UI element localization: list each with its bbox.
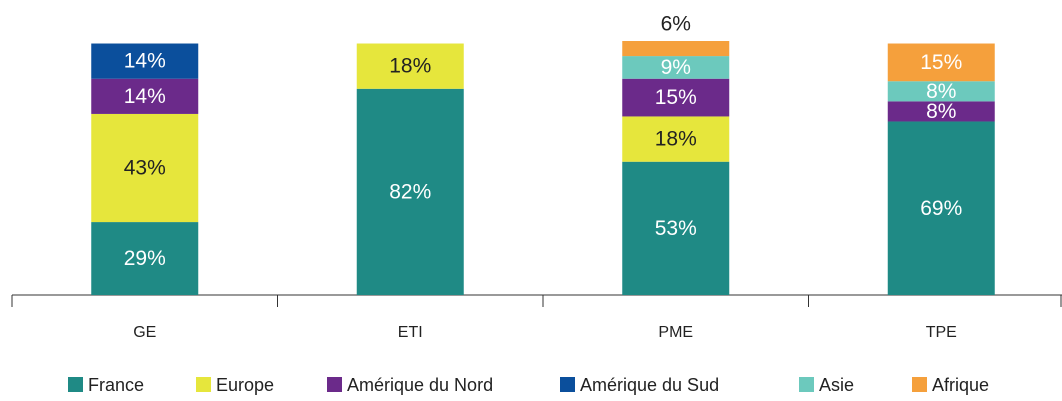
bar-segment [887, 121, 995, 295]
legend-label: Europe [216, 375, 274, 395]
data-label: 18% [389, 55, 431, 78]
x-tick-label: ETI [398, 324, 423, 341]
data-label: 69% [920, 197, 962, 220]
legend-label: Amérique du Sud [580, 375, 719, 395]
bar-segment [91, 78, 199, 114]
data-label: 29% [124, 247, 166, 270]
data-label: 8% [926, 80, 956, 103]
data-label: 14% [124, 85, 166, 108]
legend-swatch [560, 377, 575, 392]
bar-segment [356, 88, 464, 295]
data-label: 14% [124, 50, 166, 73]
legend-label: Afrique [932, 375, 989, 395]
legend-swatch [327, 377, 342, 392]
x-tick-label: GE [133, 324, 156, 341]
bar-segment [622, 78, 730, 117]
legend-label: France [88, 375, 144, 395]
bar-segment [91, 43, 199, 79]
x-tick-label: PME [658, 324, 693, 341]
bar-segment [887, 81, 995, 102]
bar-segment [356, 43, 464, 89]
legend-swatch [912, 377, 927, 392]
bar-segment [622, 41, 730, 57]
x-tick-label: TPE [926, 324, 957, 341]
data-label: 82% [389, 180, 431, 203]
legend-label: Amérique du Nord [347, 375, 493, 395]
data-label: 43% [124, 157, 166, 180]
bar-segment [91, 113, 199, 223]
legend-swatch [68, 377, 83, 392]
data-label: 15% [655, 86, 697, 109]
bar-segment [91, 222, 199, 295]
bar-segment [622, 116, 730, 162]
legend-swatch [196, 377, 211, 392]
data-label: 9% [661, 56, 691, 79]
data-label: 8% [926, 100, 956, 123]
legend-label: Asie [819, 375, 854, 395]
bar-segment [887, 101, 995, 122]
data-label: 15% [920, 51, 962, 74]
data-label: 18% [655, 128, 697, 151]
legend-swatch [799, 377, 814, 392]
data-label: 53% [655, 217, 697, 240]
bar-segment [887, 43, 995, 82]
bar-segment [622, 161, 730, 295]
data-label: 6% [661, 13, 691, 36]
bar-segment [622, 56, 730, 79]
